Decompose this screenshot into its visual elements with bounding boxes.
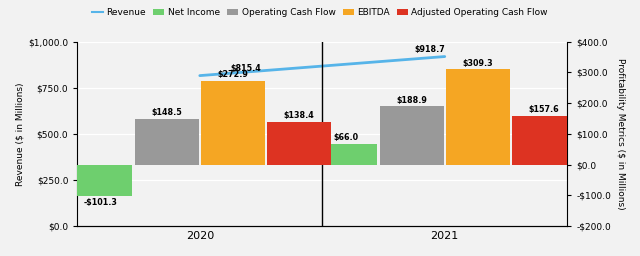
Bar [314,144,378,165]
Bar [380,106,444,165]
Bar [267,122,331,165]
Bar [135,119,198,165]
Bar [201,81,265,165]
Text: $918.7: $918.7 [414,45,445,54]
Text: $157.6: $157.6 [529,105,559,114]
Text: $272.9: $272.9 [218,70,248,79]
Text: $309.3: $309.3 [463,59,493,68]
Text: -$101.3: -$101.3 [84,198,118,207]
Text: $815.4: $815.4 [230,64,261,73]
Legend: Revenue, Net Income, Operating Cash Flow, EBITDA, Adjusted Operating Cash Flow: Revenue, Net Income, Operating Cash Flow… [88,5,552,21]
Text: $138.4: $138.4 [284,111,314,120]
Y-axis label: Revenue ($ in Millions): Revenue ($ in Millions) [15,82,24,186]
Bar [446,69,509,165]
Bar [512,116,576,165]
Text: $148.5: $148.5 [151,108,182,117]
Text: $66.0: $66.0 [333,133,358,142]
Y-axis label: Profitability Metrics ($ in Millions): Profitability Metrics ($ in Millions) [616,58,625,210]
Bar [68,165,132,196]
Text: $188.9: $188.9 [396,96,427,105]
